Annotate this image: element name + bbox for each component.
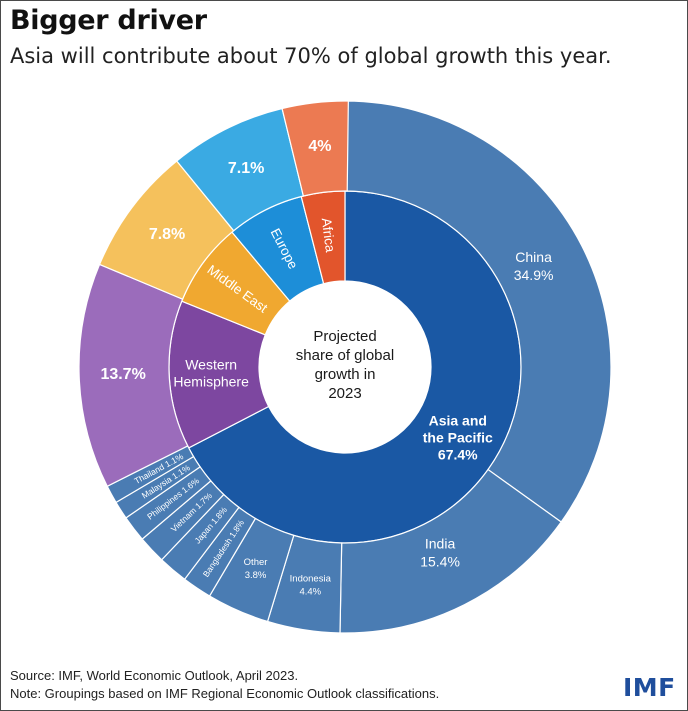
center-label-line: growth in [315,366,376,383]
outer-label-name: Other [244,557,268,568]
inner-label-name: Africa [319,217,338,254]
center-label-line: 2023 [328,385,361,402]
inner-label-name: Western [185,356,237,372]
outer-label-name: Indonesia [290,573,332,584]
outer-label-value: 15.4% [420,553,460,569]
inner-label-name: Asia and [429,413,487,429]
inner-label-value: 67.4% [438,447,478,463]
inner-label-name: Hemisphere [173,373,249,389]
outer-slice-china [344,100,612,523]
chart-title: Bigger driver [10,5,207,36]
outer-slice-region-13 [281,100,349,197]
outer-label-value: 13.7% [100,366,145,383]
source-note: Source: IMF, World Economic Outlook, Apr… [10,668,299,683]
sunburst-chart: Projected share of global growth in 2023 Asi… [78,100,612,634]
outer-label-value: 7.8% [149,226,185,243]
outer-label-value: 4% [308,138,331,155]
outer-label-name: China [515,249,552,265]
outer-label-value: 4.4% [299,586,321,597]
chart-subtitle: Asia will contribute about 70% of global… [10,44,612,68]
outer-label-value: 34.9% [514,267,554,283]
outer-label-value: 7.1% [228,160,264,177]
grouping-note: Note: Groupings based on IMF Regional Ec… [10,686,440,701]
outer-label-value: 3.8% [245,570,267,581]
outer-label-name: India [425,535,456,551]
center-label-line: share of global [296,347,394,364]
inner-label-name: the Pacific [423,430,493,446]
center-label-line: Projected [313,328,376,345]
imf-logo: IMF [623,673,676,702]
